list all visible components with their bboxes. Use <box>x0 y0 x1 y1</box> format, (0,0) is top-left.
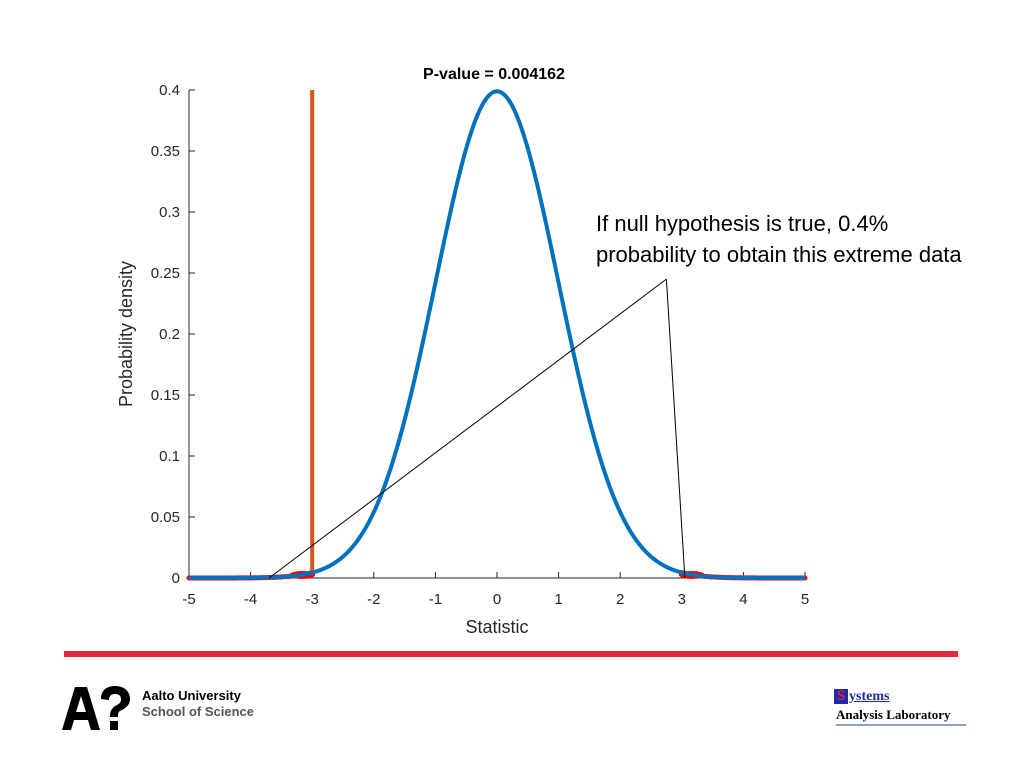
y-tick-label: 0.35 <box>151 143 180 160</box>
aalto-line-1: Aalto University <box>142 688 241 703</box>
x-axis-label: Statistic <box>465 617 528 637</box>
x-tick-label: 1 <box>554 591 562 608</box>
annotation-line-2: probability to obtain this extreme data <box>596 242 962 267</box>
sal-wordmark: S ystems <box>834 688 889 705</box>
x-tick-label: 5 <box>801 591 809 608</box>
x-tick-label: 3 <box>678 591 686 608</box>
pointer-line-2 <box>665 279 686 579</box>
y-tick-label: 0.05 <box>151 509 180 526</box>
x-tick-label: -1 <box>429 591 442 608</box>
p-value-chart: -5 -4 -3 -2 -1 0 1 2 3 4 5 0 0.05 0.1 0.15 0.2 0.25 0.3 0.… <box>116 66 809 637</box>
sal-underline <box>836 724 966 726</box>
y-axis-label: Probability density <box>116 261 136 407</box>
y-tick-label: 0.2 <box>159 326 180 343</box>
aalto-logo-icon <box>62 686 130 730</box>
sal-word-systems: ystems <box>849 688 890 704</box>
y-tick-label: 0.1 <box>159 448 180 465</box>
pointer-line-1 <box>268 278 667 579</box>
density-curve <box>188 89 806 580</box>
chart-title: P-value = 0.004162 <box>423 66 565 83</box>
x-tick-label: -3 <box>306 591 319 608</box>
x-tick-label: -2 <box>367 591 380 608</box>
y-tick-label: 0 <box>172 570 180 587</box>
sal-initial: S <box>834 689 848 704</box>
annotation-line-1: If null hypothesis is true, 0.4% <box>596 211 889 236</box>
aalto-line-2: School of Science <box>142 704 254 719</box>
aalto-university-text: Aalto University School of Science <box>142 688 254 720</box>
x-tick-label: -4 <box>244 591 257 608</box>
x-tick-label: -5 <box>182 591 195 608</box>
x-tick-label: 2 <box>616 591 624 608</box>
y-tick-label: 0.25 <box>151 265 180 282</box>
axes: -5 -4 -3 -2 -1 0 1 2 3 4 5 0 0.05 0.1 0.15 0.2 0.25 0.3 0.… <box>151 82 809 608</box>
y-tick-label: 0.3 <box>159 204 180 221</box>
y-tick-label: 0.15 <box>151 387 180 404</box>
plot-lines <box>188 89 806 580</box>
x-tick-label: 4 <box>739 591 747 608</box>
footer-divider <box>64 651 958 657</box>
y-tick-label: 0.4 <box>159 82 180 99</box>
x-tick-label: 0 <box>493 591 501 608</box>
sal-word-analysis-laboratory: Analysis Laboratory <box>836 707 951 722</box>
annotation-text: If null hypothesis is true, 0.4% probabi… <box>596 208 1024 270</box>
annotation-pointer <box>268 278 686 579</box>
systems-analysis-laboratory-logo: S ystems Analysis Laboratory <box>834 688 968 730</box>
